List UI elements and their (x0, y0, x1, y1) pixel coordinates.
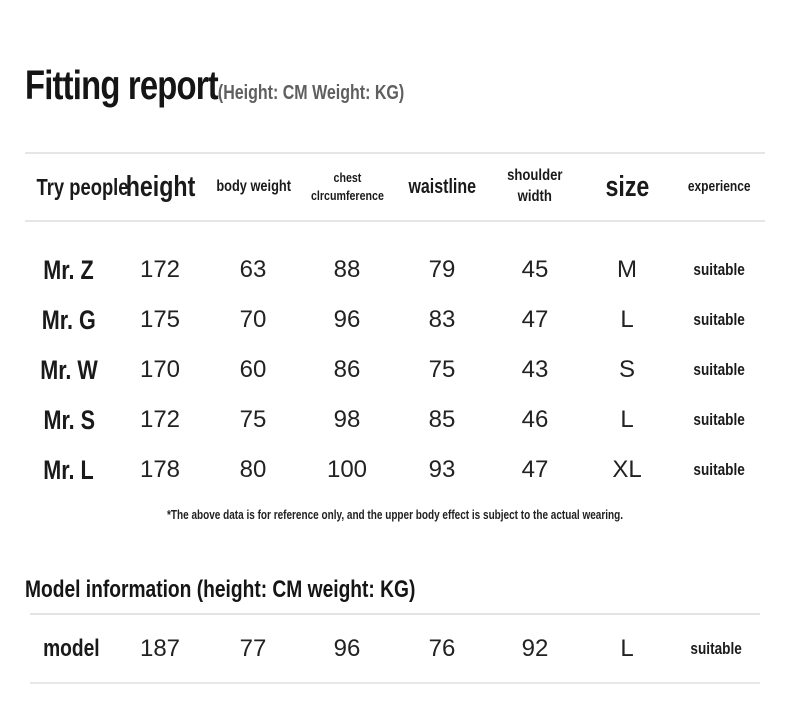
cell-experience: suitable (690, 638, 743, 658)
cell-height: 178 (139, 456, 181, 483)
cell-height: 172 (139, 406, 181, 433)
cell-shoulder-width: 47 (521, 306, 549, 333)
cell-body-weight: 77 (239, 634, 267, 662)
cell-waistline: 75 (428, 356, 456, 383)
fitting-table-header: Try people height body weight chest clrcu… (25, 152, 765, 222)
column-header-chest-circumference: chest clrcumference (310, 170, 384, 203)
column-header-try-people: Try people (36, 173, 129, 200)
cell-chest: 98 (333, 406, 361, 433)
cell-waistline: 93 (428, 456, 456, 483)
table-row: Mr. G 175 70 96 83 47 L suitable (25, 295, 765, 345)
cell-shoulder-width: 45 (521, 256, 549, 283)
cell-waistline: 76 (428, 634, 456, 662)
cell-try-people: Mr. S (43, 404, 95, 435)
cell-chest: 86 (333, 356, 361, 383)
cell-size: S (618, 356, 635, 383)
column-header-height: height (125, 170, 195, 203)
model-table: model 187 77 96 76 92 L suitable (30, 613, 760, 684)
cell-size: M (617, 256, 637, 283)
cell-chest: 96 (333, 306, 361, 333)
cell-waistline: 79 (428, 256, 456, 283)
column-header-shoulder-width: shoulder width (507, 167, 563, 205)
table-row: Mr. S 172 75 98 85 46 L suitable (25, 395, 765, 445)
cell-model-label: model (43, 634, 100, 662)
table-row: Mr. W 170 60 86 75 43 S suitable (25, 345, 765, 395)
cell-body-weight: 70 (239, 306, 267, 333)
cell-experience: suitable (693, 310, 745, 329)
column-header-body-weight: body weight (216, 178, 291, 195)
table-row: Mr. L 178 80 100 93 47 XL suitable (25, 445, 765, 495)
table-row: model 187 77 96 76 92 L suitable (30, 615, 760, 682)
cell-shoulder-width: 92 (521, 634, 549, 662)
cell-height: 172 (139, 256, 181, 283)
column-header-experience: experience (687, 178, 751, 195)
cell-try-people: Mr. L (43, 454, 95, 485)
cell-size: L (620, 406, 634, 433)
cell-try-people: Mr. G (41, 304, 96, 335)
page-header: Fitting report(Height: CM Weight: KG) (25, 62, 499, 109)
cell-waistline: 85 (428, 406, 456, 433)
cell-body-weight: 63 (239, 256, 267, 283)
cell-height: 187 (139, 634, 181, 662)
page-title: Fitting report (25, 62, 219, 108)
cell-chest: 96 (333, 634, 361, 662)
cell-experience: suitable (693, 360, 745, 379)
cell-chest: 88 (333, 256, 361, 283)
cell-experience: suitable (693, 260, 745, 279)
cell-height: 175 (139, 306, 181, 333)
column-header-waistline: waistline (408, 175, 476, 198)
units-note: (Height: CM Weight: KG) (217, 82, 405, 104)
cell-body-weight: 60 (239, 356, 267, 383)
cell-experience: suitable (693, 460, 745, 479)
cell-try-people: Mr. Z (43, 254, 95, 285)
cell-waistline: 83 (428, 306, 456, 333)
model-section-title: Model information (height: CM weight: KG… (25, 576, 416, 603)
cell-try-people: Mr. W (40, 354, 98, 385)
cell-body-weight: 75 (239, 406, 267, 433)
cell-size: L (620, 306, 634, 333)
cell-shoulder-width: 43 (521, 356, 549, 383)
cell-chest: 100 (326, 456, 368, 483)
cell-height: 170 (139, 356, 181, 383)
cell-size: XL (612, 456, 642, 483)
table-footnote: *The above data is for reference only, a… (166, 508, 624, 522)
cell-experience: suitable (693, 410, 745, 429)
cell-shoulder-width: 46 (521, 406, 549, 433)
fitting-table-body: Mr. Z 172 63 88 79 45 M suitable Mr. G 1… (25, 224, 765, 495)
cell-body-weight: 80 (239, 456, 267, 483)
cell-size: L (620, 634, 634, 662)
column-header-size: size (605, 170, 649, 203)
cell-shoulder-width: 47 (521, 456, 549, 483)
table-row: Mr. Z 172 63 88 79 45 M suitable (25, 245, 765, 295)
